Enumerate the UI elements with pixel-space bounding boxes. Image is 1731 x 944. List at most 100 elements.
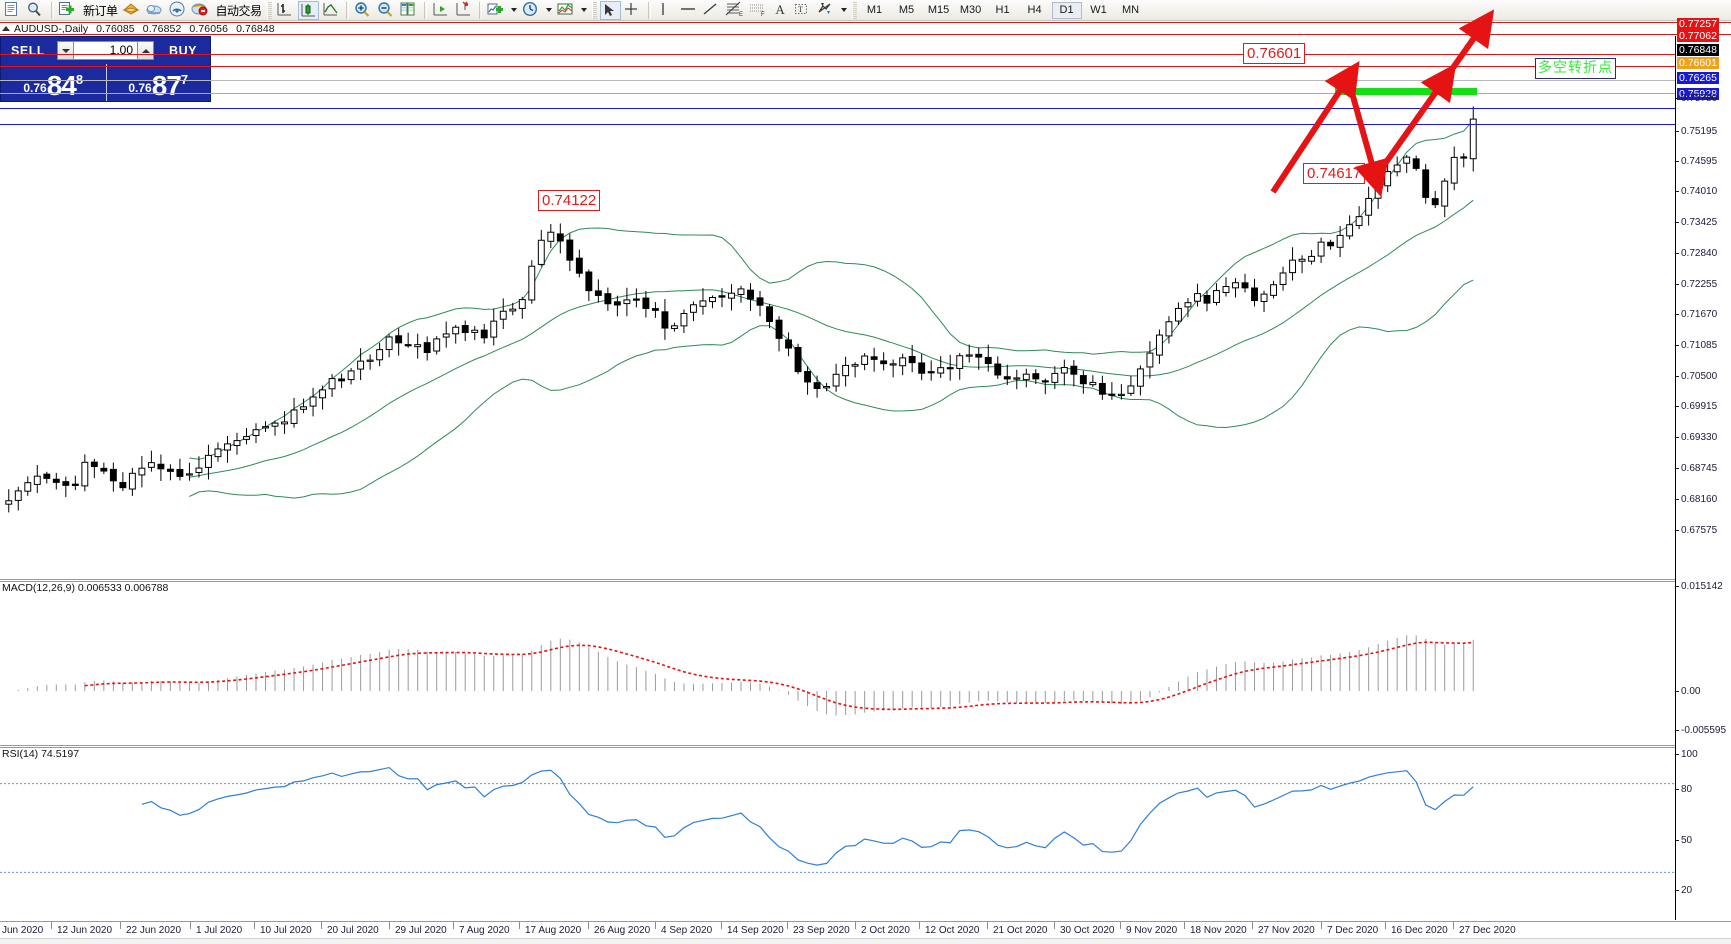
chevron-down-icon	[61, 48, 70, 53]
timeframe-button-m5[interactable]: M5	[898, 4, 915, 16]
current-price-line-76848[interactable]	[0, 80, 1675, 81]
magnifier-icon[interactable]	[26, 1, 47, 20]
resistance-line-77062[interactable]	[0, 66, 1675, 67]
rsi-pane[interactable]: RSI(14) 74.5197	[0, 747, 1675, 920]
quantity-input[interactable]: 1.00	[74, 41, 137, 60]
price-axis-tick-071085: 0.71085	[1676, 340, 1717, 351]
price-axis-tick-074595: 0.74595	[1676, 156, 1717, 167]
candle	[1336, 225, 1344, 258]
timeframe-button-mn[interactable]: MN	[1121, 4, 1140, 16]
candle	[842, 356, 850, 387]
fibonacci-icon[interactable]: E	[724, 1, 745, 20]
candle	[1308, 249, 1316, 265]
price-axis-highlight-076601[interactable]: 0.76601	[1677, 57, 1719, 69]
date-axis-tick	[1184, 922, 1185, 929]
candle	[62, 476, 70, 498]
level-line-76601[interactable]	[0, 93, 1675, 94]
toolbar-gripper-3[interactable]	[851, 1, 857, 19]
quantity-increase-button[interactable]	[137, 41, 154, 60]
date-axis-label: Jun 2020	[2, 925, 44, 936]
date-axis-label: 22 Jun 2020	[126, 925, 182, 936]
price-axis-highlight-076848[interactable]: 0.76848	[1677, 44, 1719, 56]
auto-scroll-icon[interactable]	[431, 1, 452, 20]
horizontal-line-icon[interactable]	[678, 1, 699, 20]
document-icon[interactable]	[3, 1, 24, 20]
period-dropdown-caret[interactable]	[545, 8, 552, 12]
candle	[1022, 368, 1030, 388]
quantity-stepper[interactable]: 1.00	[57, 41, 154, 60]
candlestick-chart-icon[interactable]	[297, 0, 319, 20]
candle	[357, 348, 365, 381]
candle	[547, 224, 555, 249]
text-icon[interactable]: A	[775, 2, 785, 17]
candle	[1146, 341, 1154, 379]
timeframe-button-m30[interactable]: M30	[959, 4, 982, 16]
price-label-74617[interactable]: 0.74617	[1303, 163, 1366, 184]
zoom-out-icon[interactable]	[376, 1, 397, 20]
macd-pane[interactable]: MACD(12,26,9) 0.006533 0.006788	[0, 581, 1675, 745]
rsi-line	[141, 766, 1474, 866]
crosshair-icon[interactable]	[623, 1, 644, 20]
price-label-76601[interactable]: 0.76601	[1243, 43, 1306, 64]
price-axis-tick-0015142: 0.015142	[1676, 581, 1723, 592]
period-icon[interactable]	[521, 1, 542, 20]
line-chart-icon[interactable]	[321, 1, 342, 20]
trendline-icon[interactable]	[701, 1, 722, 20]
price-axis-highlight-077257[interactable]: 0.77257	[1677, 18, 1719, 30]
equidistant-channel-icon[interactable]: F	[747, 1, 768, 20]
new-order-icon[interactable]	[58, 1, 79, 20]
candle	[1431, 191, 1439, 209]
templates-dropdown-caret[interactable]	[580, 8, 587, 12]
signal-icon[interactable]	[168, 1, 189, 20]
quantity-decrease-button[interactable]	[57, 41, 74, 60]
vertical-line-icon[interactable]	[655, 1, 676, 20]
toolbar-gripper-2[interactable]	[591, 1, 597, 19]
chart-collapse-icon[interactable]	[2, 26, 10, 31]
toolbar-gripper[interactable]	[266, 1, 272, 19]
date-axis-tick	[1321, 922, 1322, 929]
timeframe-button-h1[interactable]: H1	[995, 4, 1010, 16]
cursor-icon[interactable]	[599, 0, 621, 20]
price-axis-highlight-076265[interactable]: 0.76265	[1677, 72, 1719, 84]
templates-icon[interactable]	[556, 1, 577, 20]
level-line-76265[interactable]	[0, 108, 1675, 109]
expert-advisor-icon[interactable]	[121, 1, 143, 20]
level-line-75928[interactable]	[0, 124, 1675, 125]
bollinger-band-middle	[189, 199, 1474, 478]
objects-icon[interactable]	[816, 1, 837, 20]
candle	[851, 362, 859, 378]
price-axis-highlight-077062[interactable]: 0.77062	[1677, 30, 1719, 42]
green-zone-marker[interactable]	[1335, 88, 1477, 95]
resistance-line-77257[interactable]	[0, 54, 1675, 55]
price-label-74122[interactable]: 0.74122	[538, 190, 601, 211]
objects-dropdown-caret[interactable]	[840, 8, 847, 12]
autotrading-icon[interactable]	[191, 1, 212, 20]
indicators-dropdown-caret[interactable]	[510, 8, 517, 12]
timeframe-button-d1[interactable]: D1	[1051, 1, 1082, 19]
candle	[937, 356, 945, 378]
date-axis-tick	[321, 922, 322, 929]
timeframe-button-m15[interactable]: M15	[927, 4, 950, 16]
timeframe-button-h4[interactable]: H4	[1027, 4, 1042, 16]
timeframe-button-m1[interactable]: M1	[866, 4, 883, 16]
text-label-icon[interactable]: T	[793, 1, 814, 20]
new-order-label[interactable]: 新订单	[83, 3, 118, 18]
candle	[14, 486, 22, 511]
data-window-icon[interactable]	[399, 1, 420, 20]
cloud-icon[interactable]	[145, 1, 166, 20]
price-chart-pane[interactable]	[0, 36, 1675, 580]
bar-chart-icon[interactable]	[275, 1, 296, 20]
timeframe-button-w1[interactable]: W1	[1090, 4, 1107, 16]
chart-shift-icon[interactable]	[454, 1, 475, 20]
zoom-in-icon[interactable]	[353, 1, 374, 20]
symbol-header-bar[interactable]: AUDUSD-,Daily 0.76085 0.76852 0.76056 0.…	[0, 22, 1731, 35]
turning-point-note[interactable]: 多空转折点	[1535, 58, 1616, 79]
candle	[300, 398, 308, 414]
price-axis-highlight-075928[interactable]: 0.75928	[1677, 88, 1719, 100]
autotrading-label[interactable]: 自动交易	[215, 3, 263, 18]
indicators-icon[interactable]	[486, 1, 507, 20]
sell-price-cell[interactable]: 0.76 84 8	[1, 64, 106, 101]
price-axis[interactable]: 0.77257 0.77062 0.76848 0.76601 0.76265 0.759…	[1675, 18, 1731, 920]
buy-price-cell[interactable]: 0.76 87 7	[105, 64, 211, 101]
date-axis-tick	[787, 922, 788, 929]
